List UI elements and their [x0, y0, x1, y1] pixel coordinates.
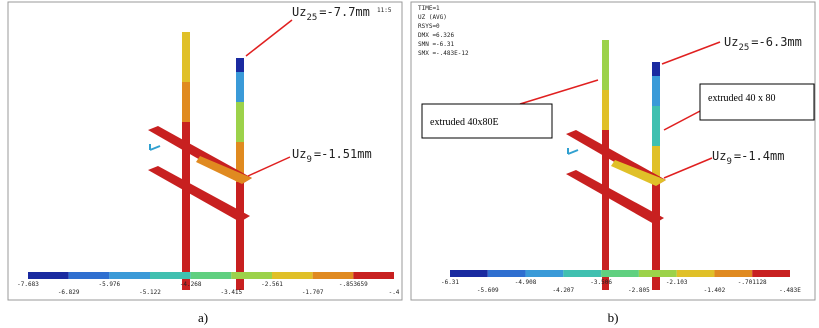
colorbar-segment: [563, 270, 601, 277]
colorbar-label: -1.707: [302, 289, 324, 296]
callout-name: Uz: [292, 5, 306, 19]
colorbar-segment: [69, 272, 110, 279]
colorbar-segment: [150, 272, 191, 279]
header-line: RSYS=0: [418, 23, 440, 30]
colorbar-label: -3.415: [220, 289, 242, 296]
header-line: SMX =-.483E-12: [418, 50, 469, 57]
colorbar-segment: [601, 270, 639, 277]
callout-node: 25: [738, 43, 749, 53]
callout-node: 9: [726, 157, 731, 167]
colorbar-segment: [28, 272, 69, 279]
callout-value: =-1.51mm: [314, 147, 372, 161]
colorbar-label: -1.402: [704, 287, 726, 294]
colorbar-label: -4.207: [552, 287, 574, 294]
colorbar-segment: [714, 270, 752, 277]
colorbar-label: -4.908: [515, 279, 537, 286]
caption: b): [608, 310, 619, 325]
colorbar-label: -.853659: [339, 281, 368, 288]
colorbar-segment: [191, 272, 232, 279]
label-box-text: extruded 40 x 80: [708, 93, 776, 104]
colorbar-segment: [353, 272, 394, 279]
header-line: SMN =-6.31: [418, 41, 455, 48]
callout-name: Uz: [712, 149, 726, 163]
colorbar-label: -2.561: [261, 281, 283, 288]
colorbar-label: -2.103: [666, 279, 688, 286]
colorbar-segment: [677, 270, 715, 277]
colorbar-label: -5.976: [98, 281, 120, 288]
colorbar-label: -2.805: [628, 287, 650, 294]
figure: 11:5 extruded 40x80E extruded 40 x 80 a)…: [0, 0, 819, 328]
header-line: UZ (AVG): [418, 14, 447, 21]
caption: a): [198, 310, 208, 325]
callout-value: =-1.4mm: [734, 149, 785, 163]
colorbar-label: -3.506: [590, 279, 612, 286]
colorbar-segment: [639, 270, 677, 277]
figure-canvas: 11:5 extruded 40x80E extruded 40 x 80 a)…: [0, 0, 819, 328]
colorbar-label: -7.683: [17, 281, 39, 288]
callout-value: =-6.3mm: [751, 35, 802, 49]
colorbar-label: -4.268: [180, 281, 202, 288]
colorbar-label: -6.31: [441, 279, 459, 286]
header-line: DMX =6.326: [418, 32, 455, 39]
clock: 11:5: [377, 7, 392, 14]
colorbar-segment: [526, 270, 564, 277]
callout-name: Uz: [292, 147, 306, 161]
colorbar-label: -5.609: [477, 287, 499, 294]
callout-node: 9: [306, 155, 311, 165]
colorbar-segment: [450, 270, 488, 277]
callout-name: Uz: [724, 35, 738, 49]
callout-node: 25: [306, 13, 317, 23]
colorbar-segment: [752, 270, 790, 277]
colorbar-label: -6.829: [58, 289, 80, 296]
colorbar-segment: [272, 272, 313, 279]
colorbar-segment: [313, 272, 354, 279]
colorbar-label: -.4: [389, 289, 400, 296]
callout-value: =-7.7mm: [319, 5, 370, 19]
header-line: TIME=1: [418, 5, 440, 12]
colorbar-segment: [109, 272, 150, 279]
colorbar-label: -.483E: [779, 287, 801, 294]
label-box-text: extruded 40x80E: [430, 117, 499, 128]
colorbar-label: -5.122: [139, 289, 161, 296]
colorbar-segment: [231, 272, 272, 279]
colorbar-segment: [488, 270, 526, 277]
colorbar-label: -.701128: [738, 279, 767, 286]
